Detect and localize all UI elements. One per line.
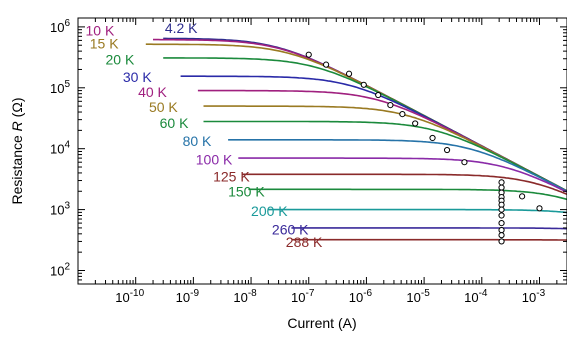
plot-frame [78, 18, 567, 284]
x-ticks: 10-10 10-9 10-8 10-7 10-6 10-5 10-4 10-3 [78, 18, 567, 305]
series-label: 30 K [123, 69, 152, 85]
x-tick-label: 10-3 [522, 288, 546, 305]
points-layer [306, 52, 542, 244]
data-point [444, 147, 449, 152]
data-point [388, 102, 393, 107]
data-point [430, 135, 435, 140]
data-point [499, 180, 504, 185]
y-axis-title-symbol: R [9, 121, 25, 131]
series-line [248, 189, 567, 199]
series-line [268, 210, 567, 213]
data-point [499, 213, 504, 218]
series-label: 150 K [228, 183, 265, 199]
x-tick-label: 10-10 [115, 288, 144, 305]
y-axis-title: Resistance R (Ω) [9, 98, 25, 205]
y-tick-label: 104 [50, 140, 70, 157]
y-tick-label: 102 [50, 261, 70, 278]
data-point [520, 194, 525, 199]
series-label: 60 K [160, 115, 189, 131]
series-line [291, 228, 567, 229]
data-point [499, 207, 504, 212]
y-tick-label: 105 [50, 79, 70, 96]
x-tick-label: 10-5 [406, 288, 430, 305]
series-line [228, 140, 567, 192]
series-label: 125 K [213, 168, 250, 184]
series-label: 100 K [196, 152, 233, 168]
series-label: 288 K [286, 234, 323, 250]
data-point [324, 62, 329, 67]
series-line [204, 122, 567, 192]
series-label: 50 K [149, 99, 178, 115]
series-line [146, 44, 567, 191]
x-tick-label: 10-4 [464, 288, 488, 305]
data-point [499, 185, 504, 190]
x-tick-label: 10-7 [291, 288, 315, 305]
data-point [413, 121, 418, 126]
series-label: 200 K [251, 203, 288, 219]
x-tick-label: 10-8 [233, 288, 257, 305]
data-point [376, 92, 381, 97]
x-tick-label: 10-9 [176, 288, 200, 305]
y-axis-title-prefix: Resistance [9, 131, 25, 204]
series-label: 40 K [138, 84, 167, 100]
data-point [537, 206, 542, 211]
axes-layer [78, 18, 567, 284]
data-point [462, 160, 467, 165]
y-axis-title-unit: (Ω) [9, 98, 25, 122]
series-label: 80 K [183, 133, 212, 149]
data-point [361, 82, 366, 87]
series-labels-layer: 4.2 K10 K15 K20 K30 K40 K50 K60 K80 K100… [86, 20, 324, 250]
data-point [499, 221, 504, 226]
data-point [499, 239, 504, 244]
data-point [499, 233, 504, 238]
y-tick-label: 106 [50, 18, 70, 35]
data-point [306, 52, 311, 57]
data-point [346, 71, 351, 76]
data-point [400, 111, 405, 116]
series-label: 20 K [106, 52, 135, 68]
y-tick-label: 103 [50, 201, 70, 218]
x-tick-label: 10-6 [349, 288, 373, 305]
x-axis-title: Current (A) [287, 315, 356, 331]
data-point [499, 228, 504, 233]
series-label: 15 K [90, 36, 119, 52]
